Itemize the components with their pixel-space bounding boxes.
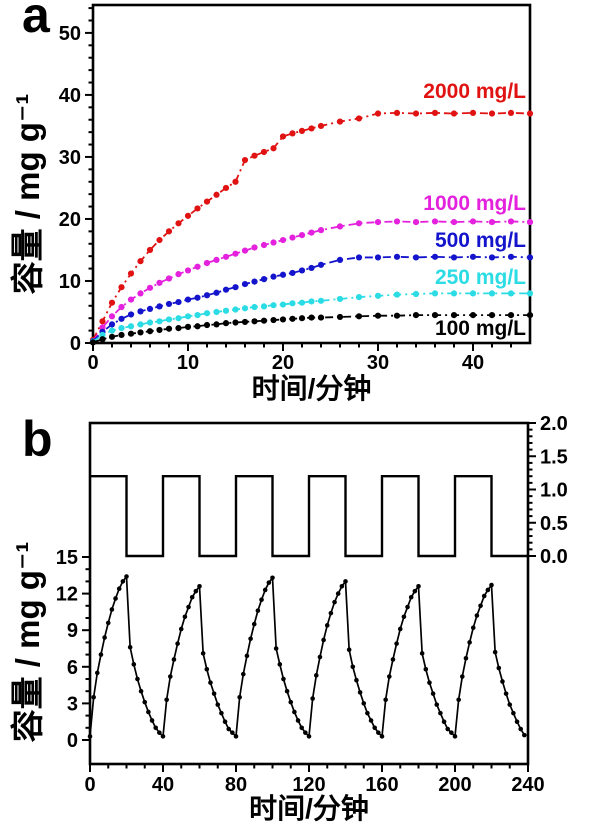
- svg-text:40: 40: [152, 774, 174, 796]
- svg-text:0.0: 0.0: [540, 546, 568, 568]
- series-500-mg-L: [89, 253, 534, 345]
- series-label-100-mg-l: 100 mg/L: [434, 317, 526, 340]
- panel-b-letter: b: [22, 411, 53, 467]
- svg-text:9: 9: [67, 620, 78, 642]
- svg-text:2.0: 2.0: [540, 415, 568, 435]
- series-label-2000-mg-l: 2000 mg/L: [423, 80, 526, 103]
- panel-b-x-axis-ticks: 0 40 80 120 160 200 240: [84, 764, 545, 796]
- svg-text:120: 120: [292, 774, 325, 796]
- panel-a-letter: a: [22, 0, 50, 43]
- panel-b-right-axis-ticks: 0.0 0.5 1.0 1.5 2.0: [528, 415, 568, 568]
- series-capacity-regeneration-cycles: [87, 574, 527, 739]
- series-inlet-on-off-square-wave: [90, 475, 528, 558]
- svg-text:30: 30: [59, 147, 81, 169]
- panel-b-chart: 0 40 80 120 160 200 240 0 3 6 9 12 15 0.0 0.5 1.0 1.5 2.0: [56, 415, 568, 796]
- svg-text:10: 10: [59, 271, 81, 293]
- svg-text:200: 200: [438, 774, 471, 796]
- svg-text:20: 20: [272, 352, 294, 374]
- svg-text:80: 80: [225, 774, 247, 796]
- panel-a-x-axis-ticks: 0 10 20 30 40: [87, 343, 512, 374]
- series-100-mg-L: [89, 311, 534, 346]
- svg-text:15: 15: [56, 547, 78, 569]
- panel-b-frame: [88, 421, 530, 766]
- svg-text:10: 10: [177, 352, 199, 374]
- svg-text:40: 40: [59, 85, 81, 107]
- panel-b-x-axis-label: 时间/分钟: [249, 793, 369, 824]
- panel-a-y-axis-ticks: 0 10 20 30 40 50: [59, 7, 93, 355]
- panel-a-chart: 0 10 20 30 40 0 10 20 30 40 50: [59, 3, 534, 374]
- panel-a-frame: [91, 3, 532, 345]
- panel-a-x-axis-label: 时间/分钟: [251, 373, 372, 404]
- svg-text:12: 12: [56, 584, 78, 606]
- svg-text:20: 20: [59, 209, 81, 231]
- svg-text:3: 3: [67, 693, 78, 715]
- svg-text:1.0: 1.0: [540, 480, 568, 502]
- series-1000-mg-L: [89, 218, 534, 345]
- svg-text:50: 50: [59, 23, 81, 45]
- svg-text:40: 40: [462, 352, 484, 374]
- svg-text:6: 6: [67, 657, 78, 679]
- svg-text:0: 0: [87, 352, 98, 374]
- svg-text:0: 0: [84, 774, 95, 796]
- series-label-1000-mg-l: 1000 mg/L: [423, 192, 526, 215]
- series-label-500-mg-l: 500 mg/L: [434, 229, 526, 252]
- panel-b-left-axis-ticks: 0 3 6 9 12 15: [56, 547, 90, 752]
- svg-text:0: 0: [70, 333, 81, 355]
- svg-text:160: 160: [365, 774, 398, 796]
- svg-text:240: 240: [511, 774, 544, 796]
- series-2000-mg-L: [89, 109, 534, 343]
- svg-text:30: 30: [367, 352, 389, 374]
- svg-text:0.5: 0.5: [540, 513, 568, 535]
- svg-text:1.5: 1.5: [540, 446, 568, 468]
- svg-text:0: 0: [67, 730, 78, 752]
- series-label-250-mg-l: 250 mg/L: [434, 266, 526, 289]
